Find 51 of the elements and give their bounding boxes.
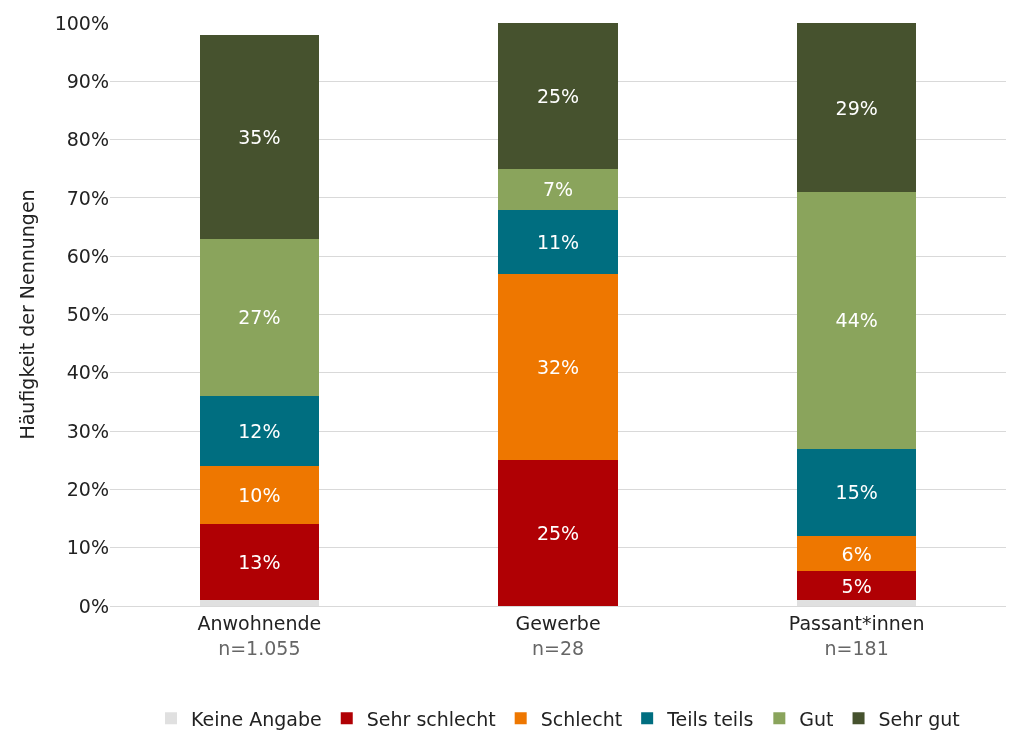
y-tick-label: 30% bbox=[66, 419, 109, 442]
data-label: 11% bbox=[536, 230, 580, 253]
bar bbox=[199, 524, 320, 601]
legend-label: Teils teils bbox=[666, 707, 754, 730]
legend-label: Schlecht bbox=[540, 707, 623, 730]
data-label: 13% bbox=[238, 551, 281, 574]
bar bbox=[498, 23, 618, 169]
bar bbox=[498, 273, 618, 461]
y-tick-label: 10% bbox=[66, 536, 109, 559]
y-tick-label: 50% bbox=[66, 303, 109, 326]
data-label: 10% bbox=[238, 484, 281, 507]
y-tick-label: 40% bbox=[66, 361, 109, 384]
bar bbox=[199, 34, 320, 239]
y-axis-title: Häufigkeit der Nennungen bbox=[15, 189, 38, 440]
bar bbox=[199, 396, 320, 467]
y-tick-label: 60% bbox=[66, 244, 109, 267]
y-tick-label: 90% bbox=[66, 69, 109, 92]
bar bbox=[498, 168, 618, 210]
y-tick-label: 70% bbox=[66, 186, 109, 209]
data-label: 25% bbox=[536, 522, 580, 545]
data-label: 5% bbox=[841, 574, 872, 597]
bar bbox=[796, 23, 917, 193]
data-label: 27% bbox=[238, 306, 281, 329]
data-label: 29% bbox=[835, 96, 878, 119]
data-label: 32% bbox=[536, 355, 580, 378]
legend-label: Keine Angabe bbox=[191, 707, 322, 730]
x-tick-label: Passant*innen n=181 bbox=[788, 611, 925, 659]
y-tick-label: 20% bbox=[66, 478, 109, 501]
data-label: 44% bbox=[835, 309, 878, 332]
data-label: 6% bbox=[841, 542, 872, 565]
bar bbox=[796, 571, 917, 601]
data-label: 25% bbox=[536, 84, 580, 107]
bar bbox=[796, 536, 917, 572]
legend-label: Sehr schlecht bbox=[366, 707, 496, 730]
data-label: 35% bbox=[238, 125, 281, 148]
data-label: 7% bbox=[542, 178, 574, 201]
data-label: 15% bbox=[835, 481, 878, 504]
legend-label: Gut bbox=[799, 707, 834, 730]
bar bbox=[498, 460, 618, 606]
y-tick-label: 80% bbox=[66, 128, 109, 151]
bar bbox=[796, 448, 917, 537]
bar bbox=[796, 192, 917, 449]
bar bbox=[498, 209, 618, 274]
legend-label: Sehr gut bbox=[878, 707, 960, 730]
bar bbox=[199, 466, 320, 525]
y-tick-label: 0% bbox=[78, 594, 109, 617]
x-tick-label: Gewerbe n=28 bbox=[515, 611, 601, 659]
data-label: 12% bbox=[238, 420, 281, 443]
x-tick-label: Anwohnende n=1.055 bbox=[197, 611, 322, 659]
bar bbox=[199, 238, 320, 397]
y-tick-label: 100% bbox=[54, 11, 109, 34]
